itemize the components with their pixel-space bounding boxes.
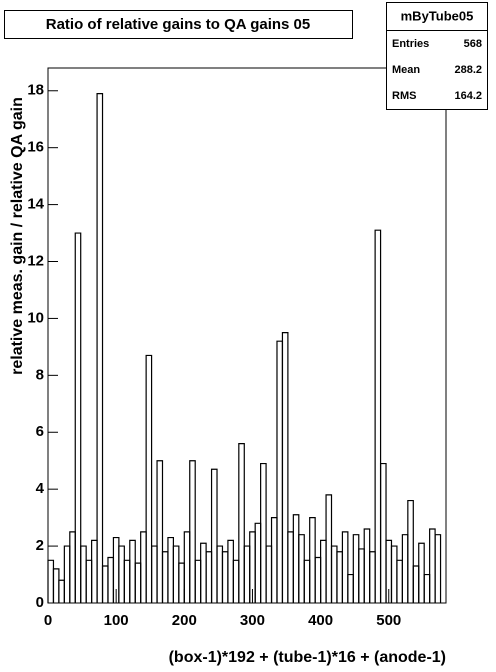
chart-title: Ratio of relative gains to QA gains 05 [46,16,311,33]
x-tick-label: 200 [172,612,197,629]
x-axis-label: (box-1)*192 + (tube-1)*16 + (anode-1) [169,649,446,666]
x-tick-label: 100 [104,612,129,629]
stats-label: RMS [392,90,416,102]
plot-frame [47,67,447,604]
stats-value: 164.2 [454,90,482,102]
y-tick-label: 10 [27,309,44,326]
title-box [4,10,353,39]
histogram-bin [281,332,289,603]
histogram-bin [238,443,245,603]
histogram-bin [189,460,196,603]
histogram-bin [96,93,104,603]
stats-value: 568 [464,38,482,50]
histogram-bin [434,534,442,603]
histogram-bin [379,462,387,603]
x-tick-label: 0 [44,612,52,629]
x-tick-label: 300 [240,612,265,629]
histogram-bin [407,499,414,603]
stats-value: 288.2 [454,64,482,76]
y-tick-label: 18 [27,82,44,99]
y-tick-label: 14 [27,196,44,213]
histogram-bin [341,531,349,603]
histogram-bin [260,462,267,603]
histogram-bin [210,468,218,603]
histogram-bin [145,354,153,603]
stats-box [386,2,488,110]
y-axis-label: relative meas. gain / relative QA gain [9,97,26,375]
x-tick-label: 500 [376,612,401,629]
y-tick-label: 12 [27,252,44,269]
histogram-bin [418,542,425,603]
x-tick-label: 400 [308,612,333,629]
y-tick-label: 2 [36,537,44,554]
stats-label: Entries [392,38,429,50]
stats-label: Mean [392,64,420,76]
y-tick-label: 16 [27,139,44,156]
histogram-bin [74,232,82,603]
y-tick-label: 6 [36,423,44,440]
histogram-bin [374,229,382,603]
histogram-bin [156,460,164,603]
stats-title: mByTube05 [401,8,474,23]
y-tick-label: 4 [36,480,45,497]
y-tick-label: 0 [36,594,44,611]
y-tick-label: 8 [36,366,44,383]
